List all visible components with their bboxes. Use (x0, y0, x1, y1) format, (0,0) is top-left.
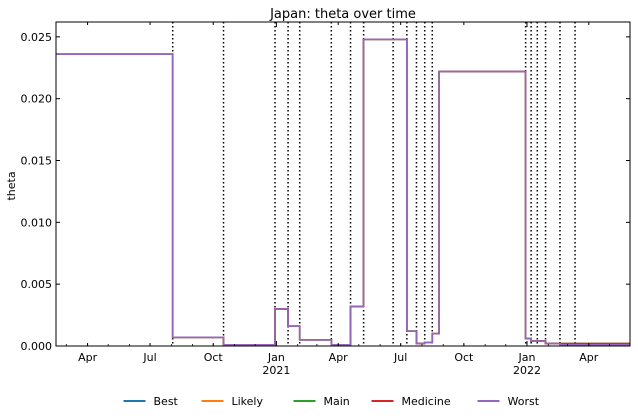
x-tick-label: Apr (78, 351, 98, 364)
x-tick-year-label: 2021 (262, 364, 290, 377)
series-line-best (56, 38, 630, 346)
legend-item-worst: Worst (477, 395, 540, 408)
legend-item-best: Best (123, 395, 179, 408)
legend-label: Medicine (402, 395, 451, 408)
series-group (56, 38, 630, 346)
legend-label: Worst (508, 395, 540, 408)
y-tick-label: 0.010 (21, 216, 53, 229)
series-line-main (56, 38, 630, 346)
x-tick-label: Jul (142, 351, 156, 364)
legend: Best Likely Main Medicine Worst (123, 395, 540, 408)
y-tick-label: 0.020 (21, 93, 53, 106)
y-tick-label: 0.015 (21, 155, 53, 168)
legend-label: Main (324, 395, 350, 408)
x-tick-label: Oct (204, 351, 224, 364)
x-tick-label: Oct (454, 351, 474, 364)
x-tick-label: Apr (329, 351, 349, 364)
y-tick-label: 0.025 (21, 31, 53, 44)
y-tick-label: 0.005 (21, 278, 53, 291)
x-tick-label: Jul (393, 351, 407, 364)
series-line-medicine (56, 38, 630, 346)
x-tick-year-label: 2022 (513, 364, 541, 377)
y-tick-label: 0.000 (21, 340, 53, 353)
x-tick-label: Jan (267, 351, 285, 364)
legend-label: Best (154, 395, 179, 408)
x-tick-label: Jan (518, 351, 536, 364)
chart-title: Japan: theta over time (269, 7, 416, 22)
series-line-worst (56, 38, 630, 346)
legend-item-likely: Likely (201, 395, 264, 408)
plot-frame (55, 21, 631, 347)
plot-area: 0.000 0.005 0.010 0.015 0.020 0.025 Apr Jul Oct A… (21, 21, 631, 377)
series-line-likely (56, 38, 630, 346)
legend-item-main: Main (293, 395, 350, 408)
legend-label: Likely (232, 395, 264, 408)
x-tick-label: Apr (579, 351, 599, 364)
y-axis-label: theta (5, 171, 18, 200)
legend-item-medicine: Medicine (371, 395, 451, 408)
